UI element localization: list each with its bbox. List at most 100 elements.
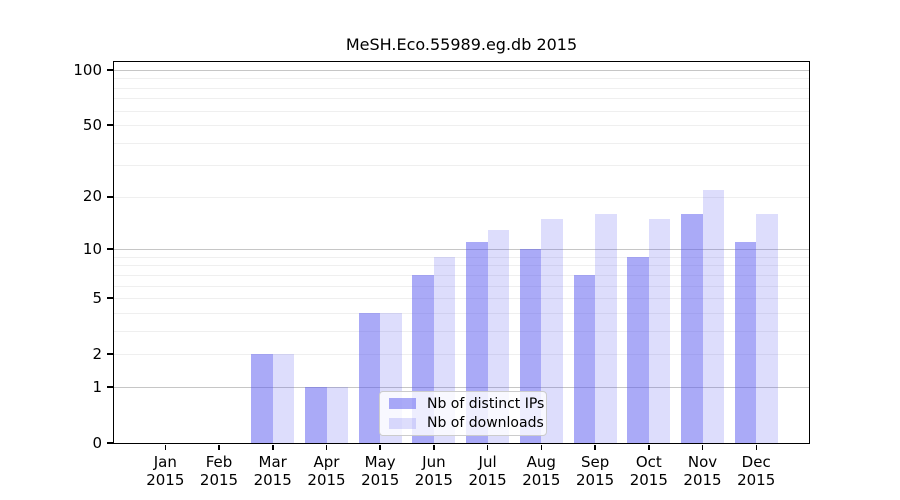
gridline-minor-40 — [114, 142, 809, 144]
y-tick-50 — [107, 124, 114, 126]
gridline-minor-90 — [114, 78, 809, 80]
x-tick-sep — [594, 444, 596, 450]
gridline-minor-70 — [114, 98, 809, 100]
gridline-minor-50 — [114, 125, 809, 127]
x-tick-nov — [701, 444, 704, 450]
x-tick-dec — [755, 444, 757, 450]
bar-distinct-ips-mar — [251, 354, 273, 443]
x-tick-label-apr: Apr 2015 — [295, 453, 359, 489]
bar-downloads-oct — [648, 218, 671, 443]
x-tick-oct — [648, 444, 650, 450]
x-tick-aug — [540, 444, 543, 450]
x-tick-label-nov: Nov 2015 — [671, 453, 735, 489]
x-tick-label-may: May 2015 — [348, 453, 412, 489]
legend-label-distinct-ips: Nb of distinct IPs — [427, 395, 545, 412]
bar-distinct-ips-oct — [627, 256, 649, 443]
bar-downloads-nov — [702, 189, 724, 443]
y-axis: 0 1 2 5 10 20 50 100 — [0, 60, 114, 452]
x-tick-year-apr: 2015 — [307, 470, 346, 489]
x-tick-label-sep: Sep 2015 — [563, 453, 627, 489]
x-tick-month-may: May — [364, 452, 396, 471]
x-tick-label-mar: Mar 2015 — [241, 453, 305, 489]
x-tick-label-jan: Jan 2015 — [133, 453, 197, 489]
bar-downloads-aug — [541, 218, 563, 443]
x-tick-may — [379, 444, 381, 450]
x-axis: Jan 2015 Feb 2015 Mar 2015 Apr 2015 May 2015 Jun 20… — [114, 444, 809, 500]
x-tick-label-jun: Jun 2015 — [402, 453, 466, 489]
legend-label-downloads: Nb of downloads — [427, 415, 544, 432]
gridline-minor-8 — [114, 265, 809, 267]
bar-distinct-ips-nov — [681, 214, 703, 443]
bar-downloads-jul — [487, 229, 510, 443]
legend: Nb of distinct IPs Nb of downloads — [379, 391, 547, 436]
gridline-minor-4 — [114, 312, 809, 314]
x-tick-month-aug: Aug — [526, 452, 556, 471]
y-tick-10 — [107, 248, 114, 250]
x-tick-year-oct: 2015 — [629, 470, 668, 489]
x-tick-month-jul: Jul — [478, 452, 497, 471]
x-tick-month-feb: Feb — [205, 452, 233, 471]
bar-distinct-ips-may — [358, 312, 381, 443]
x-tick-year-jul: 2015 — [468, 470, 507, 489]
x-tick-label-jul: Jul 2015 — [456, 453, 520, 489]
x-tick-month-jan: Jan — [153, 452, 177, 471]
x-tick-feb — [218, 444, 220, 450]
y-tick-label-2: 2 — [92, 344, 102, 363]
x-tick-month-nov: Nov — [687, 452, 718, 471]
x-tick-month-oct: Oct — [635, 452, 662, 471]
gridline-major-100 — [114, 70, 809, 71]
bar-distinct-ips-sep — [573, 274, 596, 443]
x-tick-year-aug: 2015 — [522, 470, 561, 489]
x-tick-month-dec: Dec — [741, 452, 771, 471]
x-tick-label-oct: Oct 2015 — [617, 453, 681, 489]
x-tick-label-aug: Aug 2015 — [509, 453, 573, 489]
y-tick-0 — [107, 442, 114, 444]
x-tick-month-sep: Sep — [580, 452, 610, 471]
bar-downloads-sep — [595, 214, 617, 443]
y-tick-2 — [107, 353, 114, 355]
gridline-major-10 — [114, 249, 809, 251]
legend-swatch-downloads — [389, 417, 416, 429]
x-tick-year-dec: 2015 — [737, 470, 776, 489]
y-tick-label-20: 20 — [82, 187, 102, 206]
x-tick-mar — [272, 444, 274, 450]
x-tick-year-jan: 2015 — [146, 470, 185, 489]
x-tick-year-sep: 2015 — [576, 470, 615, 489]
gridline-minor-5 — [114, 298, 809, 300]
x-tick-label-feb: Feb 2015 — [187, 453, 251, 489]
x-tick-year-mar: 2015 — [253, 470, 292, 489]
legend-item-distinct-ips: Nb of distinct IPs — [389, 396, 544, 412]
plot-area: Nb of distinct IPs Nb of downloads — [114, 62, 809, 443]
x-tick-label-dec: Dec 2015 — [724, 453, 788, 489]
y-tick-100 — [107, 69, 114, 71]
x-tick-jun — [433, 444, 435, 450]
x-tick-month-mar: Mar — [258, 452, 287, 471]
gridline-minor-80 — [114, 87, 809, 89]
bar-downloads-mar — [272, 354, 295, 443]
gridline-minor-9 — [114, 256, 809, 258]
y-tick-label-5: 5 — [92, 288, 102, 307]
gridline-minor-30 — [114, 165, 809, 167]
y-tick-label-0: 0 — [92, 433, 102, 452]
bar-downloads-dec — [756, 214, 778, 443]
y-tick-label-100: 100 — [73, 60, 102, 79]
y-tick-5 — [107, 297, 114, 299]
bar-distinct-ips-dec — [734, 242, 757, 443]
legend-item-downloads: Nb of downloads — [389, 415, 544, 431]
x-tick-year-feb: 2015 — [199, 470, 239, 489]
x-tick-month-jun: Jun — [422, 452, 446, 471]
gridline-minor-2 — [114, 354, 809, 356]
gridline-minor-60 — [114, 110, 809, 112]
x-tick-jul — [486, 444, 489, 450]
y-tick-label-10: 10 — [82, 239, 102, 258]
y-tick-label-1: 1 — [92, 377, 102, 396]
bar-distinct-ips-apr — [305, 387, 327, 443]
y-tick-20 — [107, 196, 114, 198]
legend-swatch-distinct-ips — [389, 398, 416, 410]
gridline-minor-3 — [114, 330, 809, 332]
x-tick-year-jun: 2015 — [414, 470, 453, 489]
x-tick-year-nov: 2015 — [683, 470, 722, 489]
x-tick-apr — [325, 444, 328, 450]
x-tick-jan — [164, 444, 166, 450]
